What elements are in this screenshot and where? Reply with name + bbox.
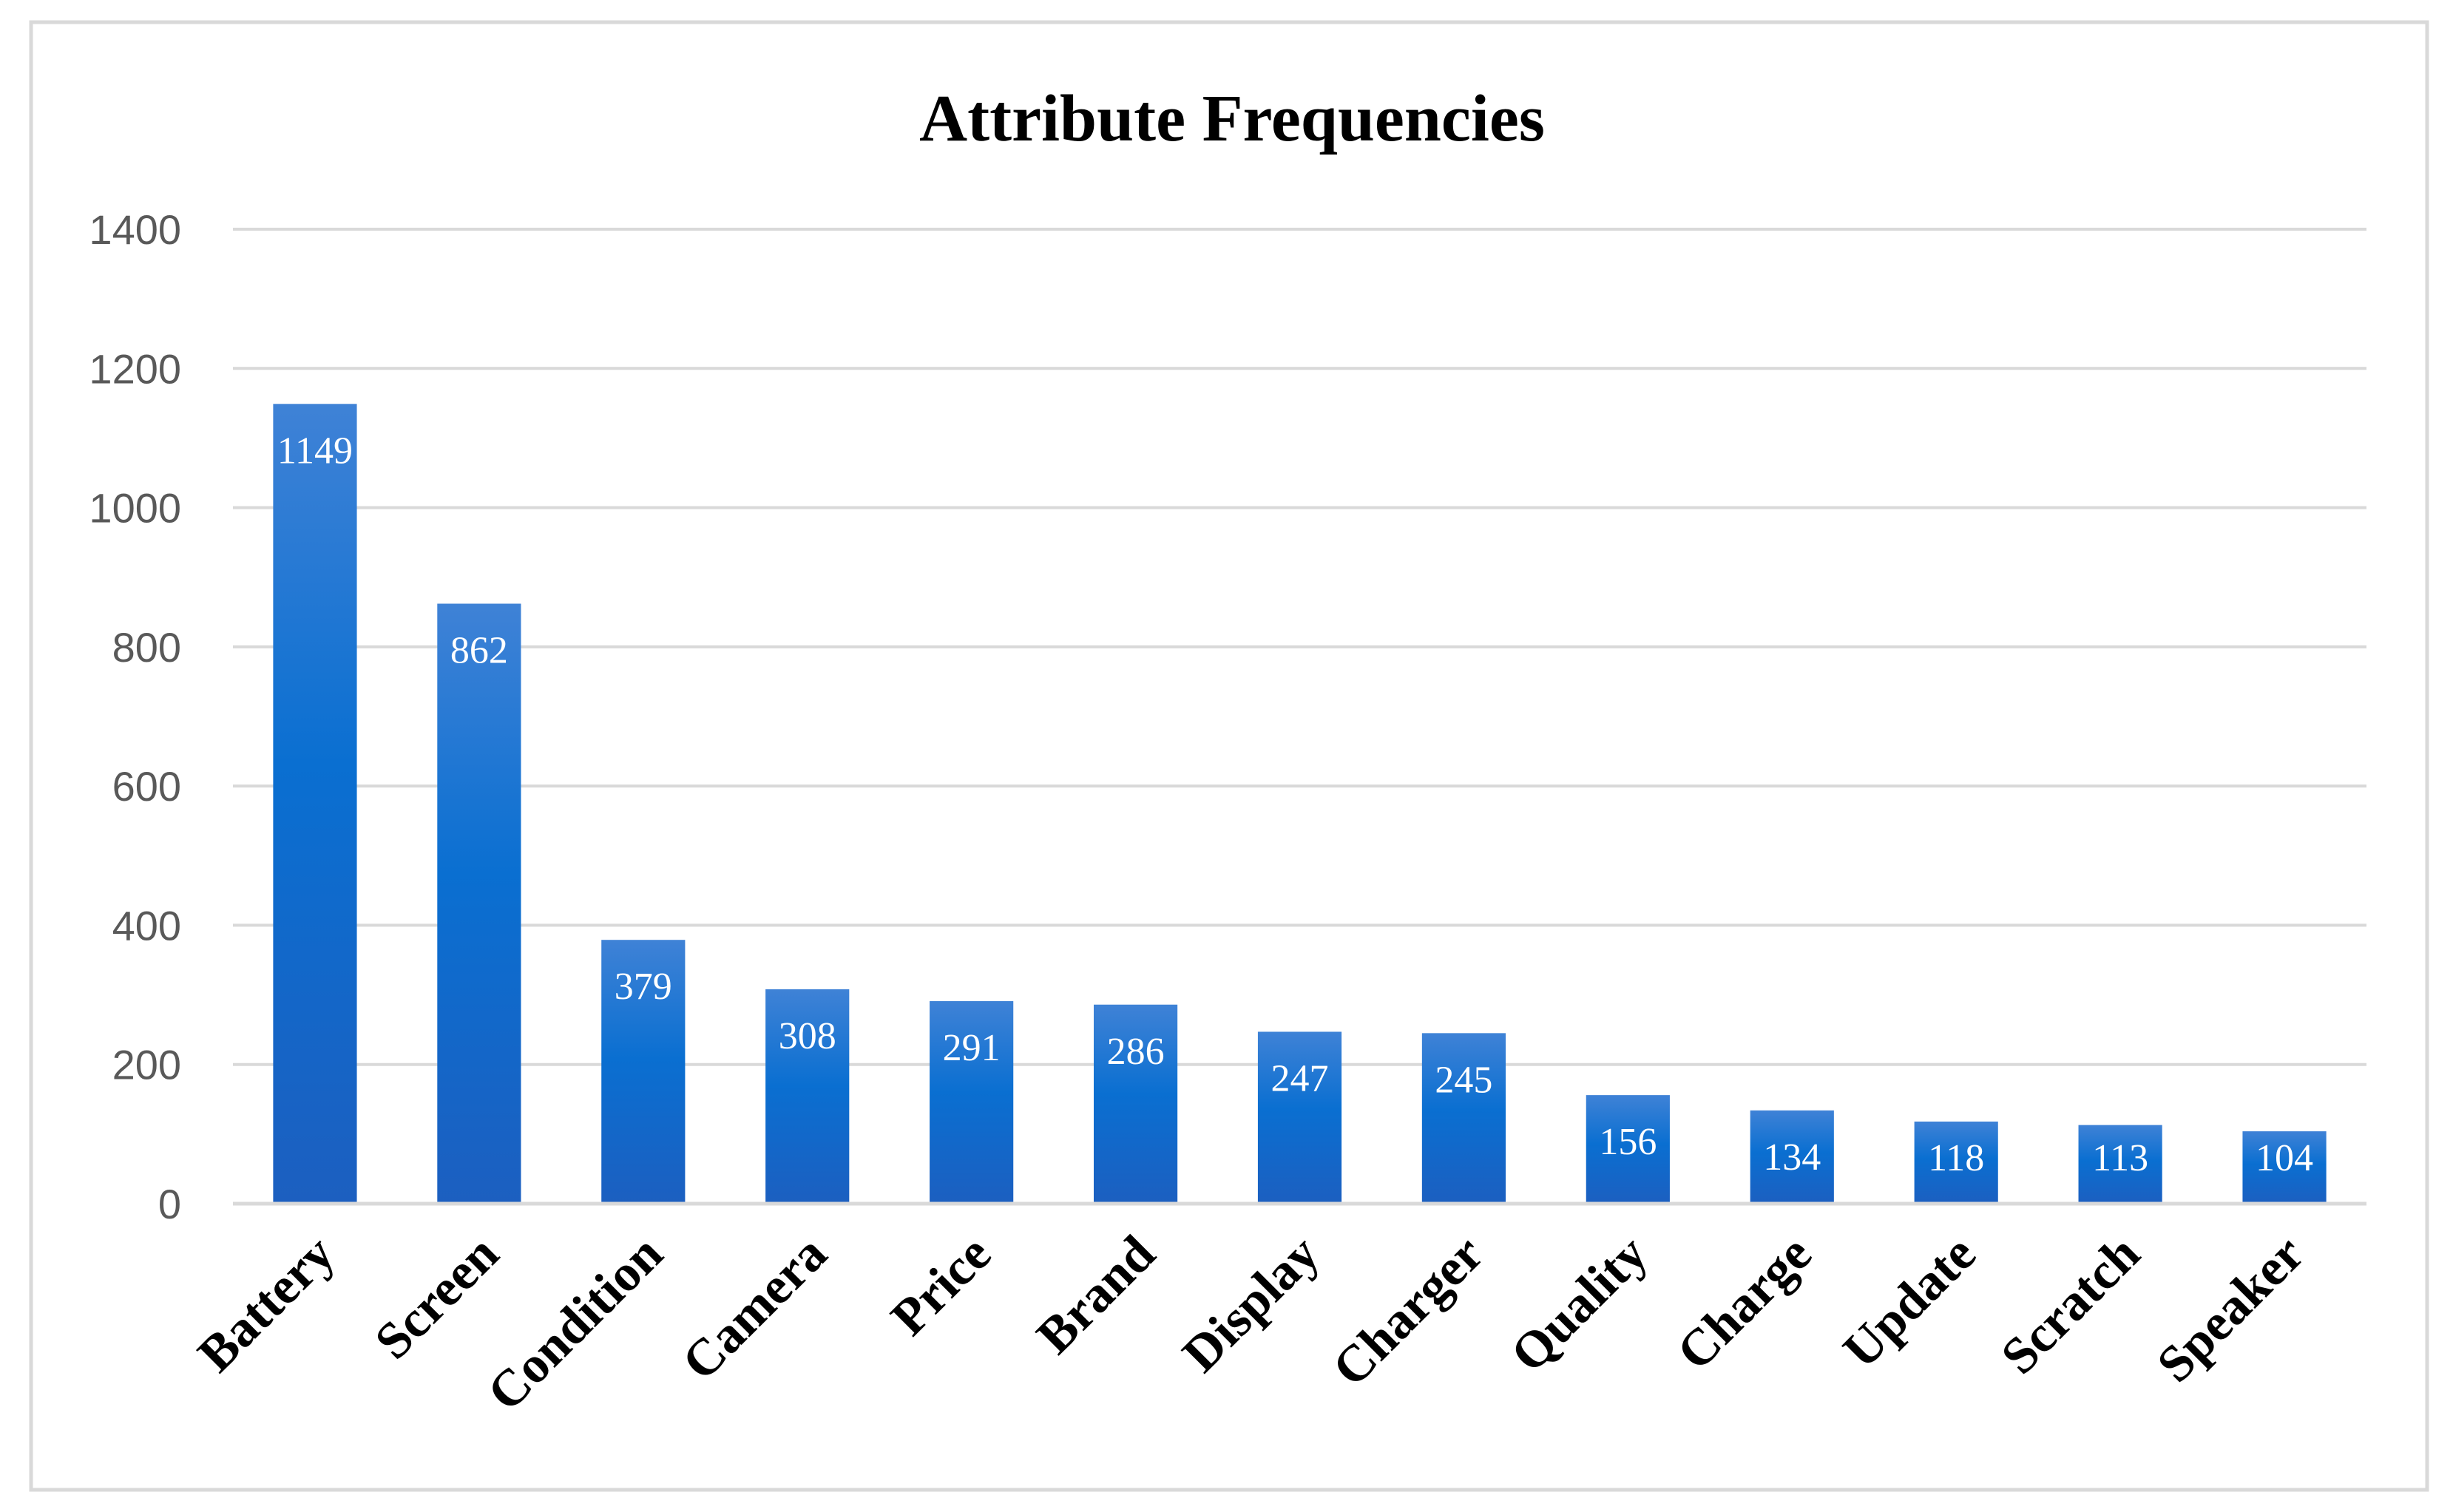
bars <box>273 404 2327 1204</box>
bar <box>1093 1004 1178 1204</box>
bar <box>1750 1110 1834 1204</box>
data-label: 291 <box>943 1027 1001 1069</box>
bar <box>930 1001 1014 1204</box>
bar <box>1257 1031 1342 1204</box>
bar <box>437 603 521 1204</box>
data-label: 1149 <box>277 430 353 472</box>
chart-title: Attribute Frequencies <box>919 82 1545 155</box>
bar <box>2242 1131 2327 1204</box>
y-tick-label: 0 <box>158 1181 181 1227</box>
y-tick-label: 1200 <box>89 345 181 392</box>
y-tick-label: 800 <box>112 624 181 671</box>
y-tick-label: 200 <box>112 1042 181 1088</box>
data-label: 113 <box>2092 1137 2148 1179</box>
data-label: 862 <box>450 629 508 671</box>
data-label: 286 <box>1107 1031 1165 1073</box>
data-label: 156 <box>1599 1121 1657 1163</box>
bar <box>1421 1033 1506 1204</box>
y-tick-label: 400 <box>112 902 181 949</box>
bar <box>765 989 850 1204</box>
data-label: 118 <box>1928 1137 1984 1179</box>
data-label: 308 <box>779 1015 836 1057</box>
y-tick-label: 1400 <box>89 206 181 253</box>
y-tick-label: 1000 <box>89 485 181 532</box>
gridlines <box>233 228 2366 1066</box>
data-label: 245 <box>1435 1059 1492 1101</box>
bar <box>601 940 686 1204</box>
bar <box>273 404 357 1204</box>
bar <box>2078 1125 2162 1204</box>
data-label: 379 <box>615 966 672 1008</box>
y-axis-ticks: 0 200 400 600 800 1000 1200 1400 <box>89 206 181 1227</box>
chart-border <box>29 20 2429 1492</box>
data-label: 247 <box>1271 1057 1329 1099</box>
data-label: 134 <box>1763 1136 1821 1179</box>
bar <box>1914 1121 1998 1204</box>
data-labels: 1149 862 379 308 291 286 247 245 156 134 118 113 104 <box>277 430 2313 1179</box>
bar <box>1586 1095 1670 1204</box>
y-tick-label: 600 <box>112 763 181 810</box>
data-label: 104 <box>2256 1137 2313 1179</box>
